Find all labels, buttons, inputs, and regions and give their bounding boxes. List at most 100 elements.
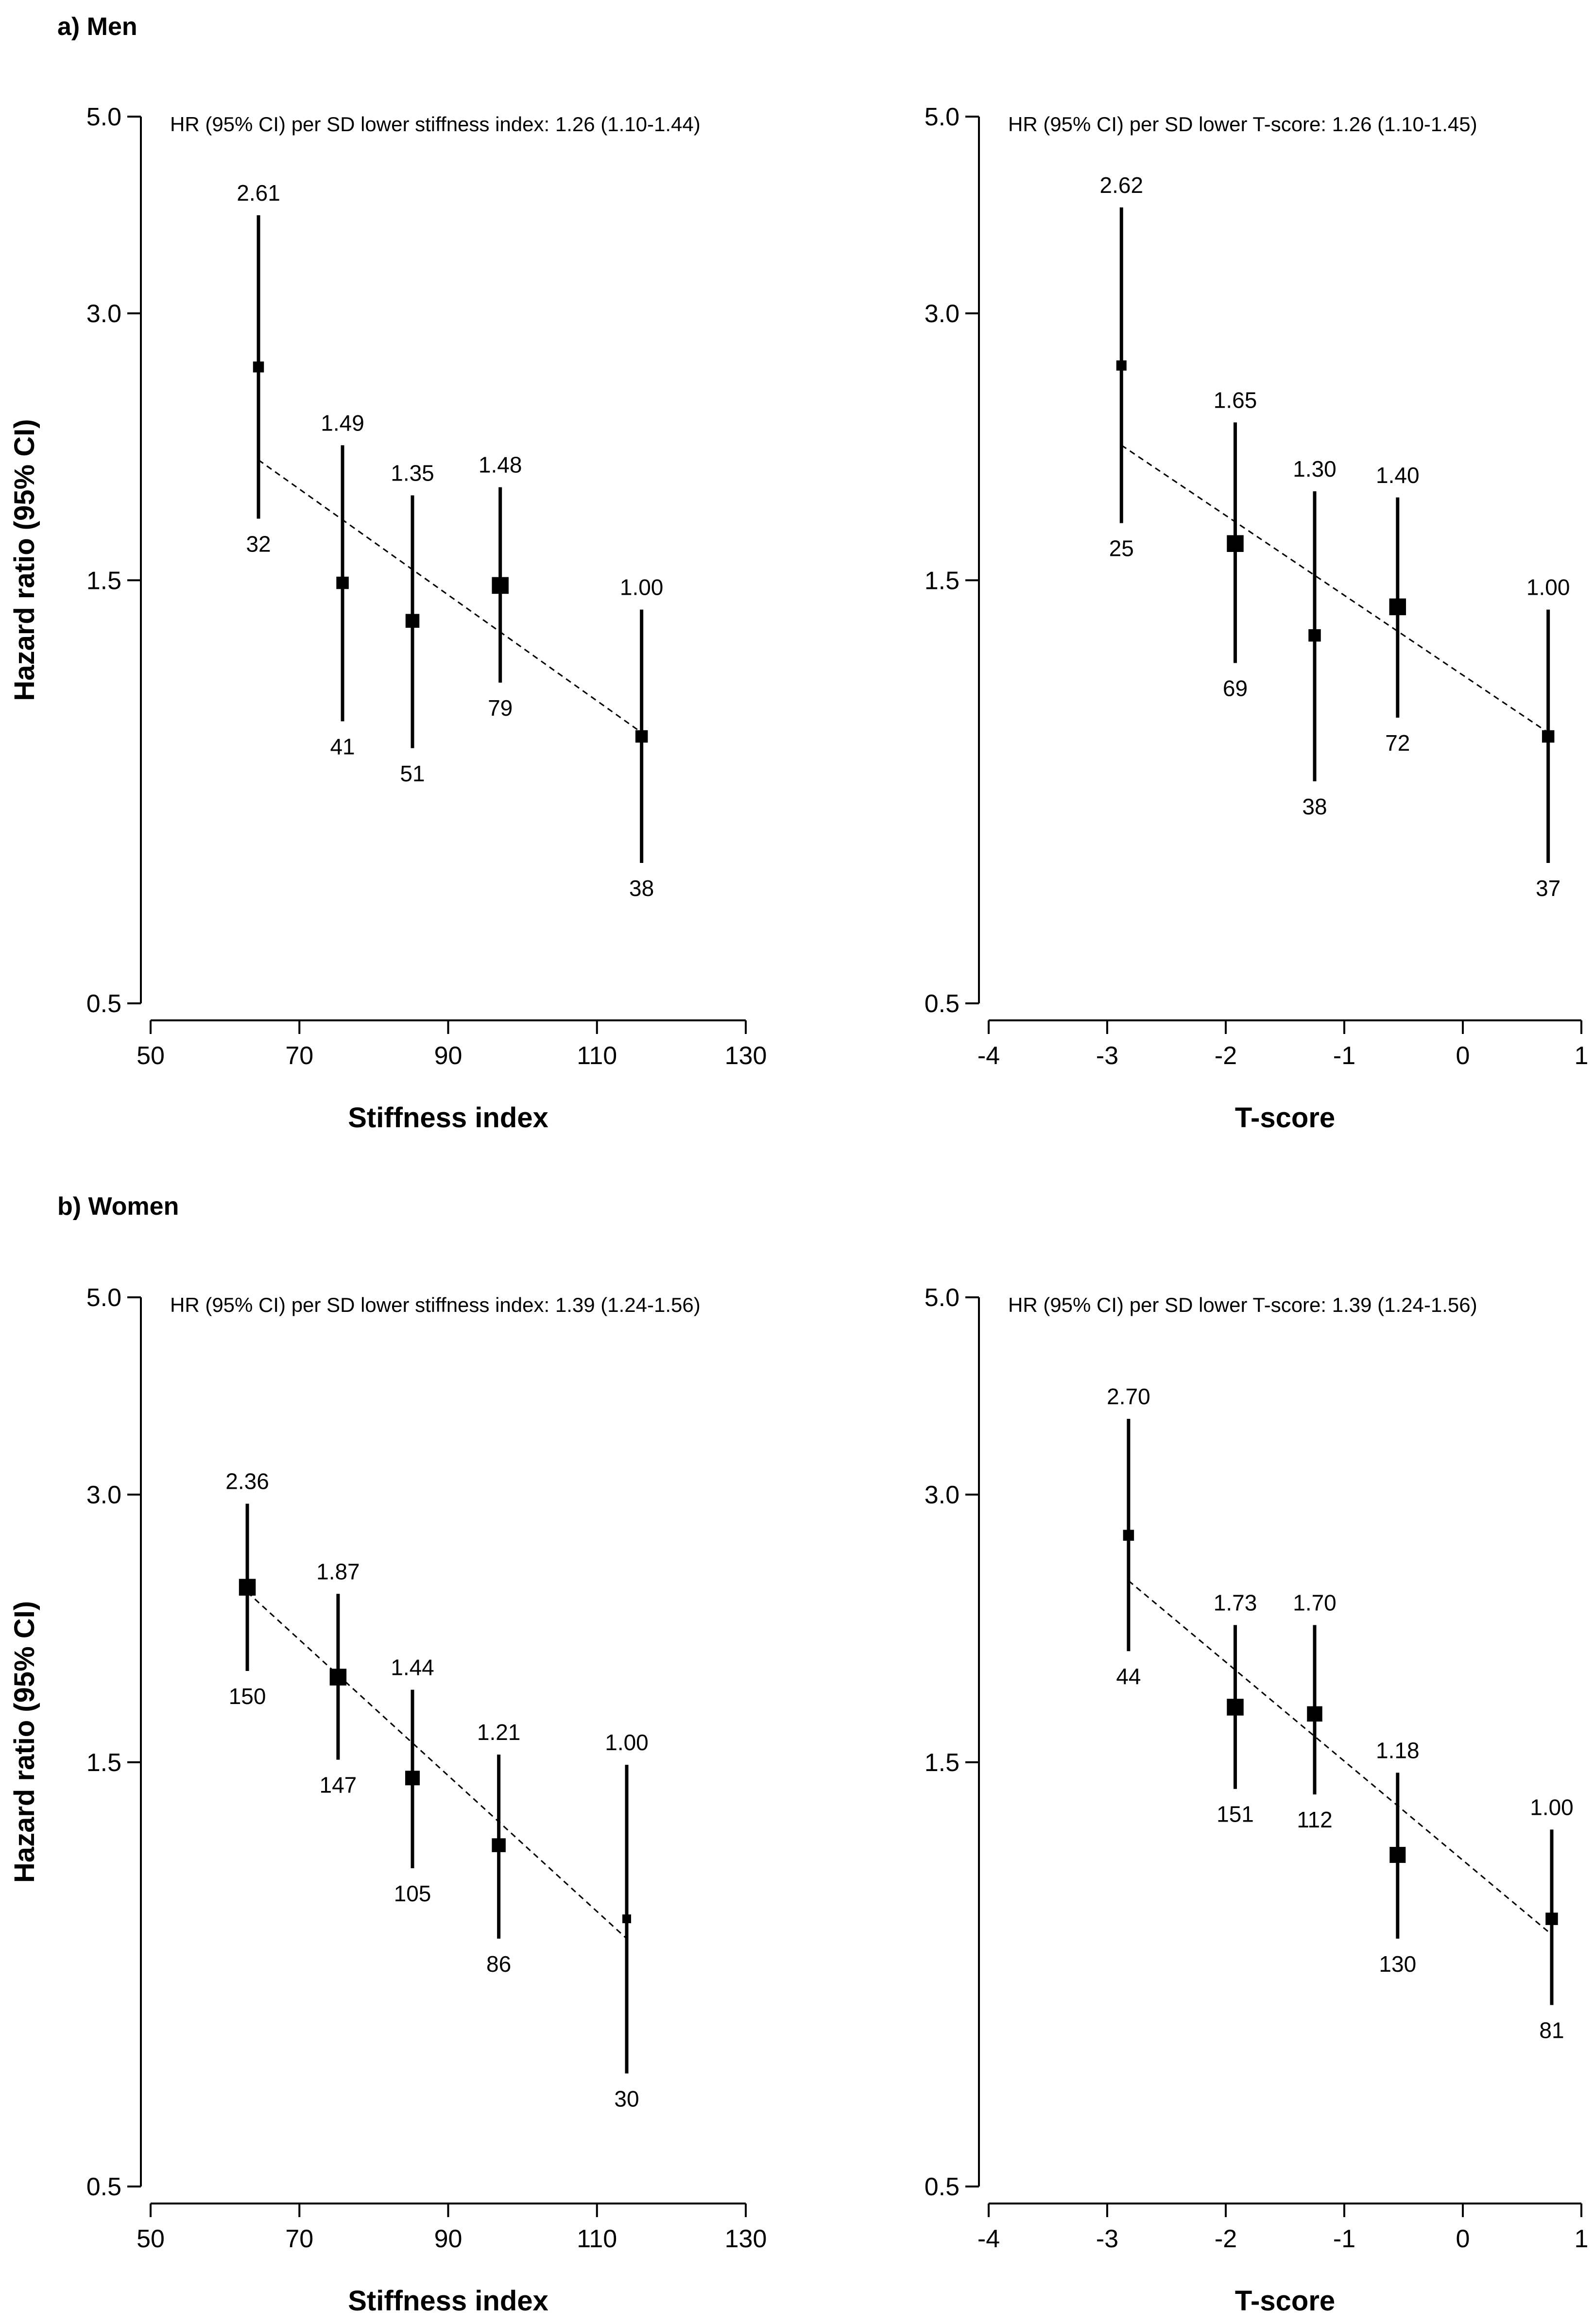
hr-value-label: 1.00 — [620, 575, 664, 600]
hr-value-label: 1.30 — [1293, 456, 1337, 482]
x-tick-label: -4 — [977, 2225, 1000, 2253]
section-label-women: b) Women — [57, 1192, 179, 1221]
y-tick-label: 1.5 — [86, 1749, 121, 1777]
chart-panel-2: 0.5 1.5 3.0 5.0 -4 -3 -2 -1 0 1 HR (95% CI) per SD… — [925, 103, 1589, 1134]
case-count-label: 38 — [1302, 794, 1327, 819]
x-tick-label: -2 — [1215, 1042, 1237, 1070]
case-count-label: 37 — [1536, 876, 1560, 901]
hr-value-label: 1.49 — [321, 410, 364, 435]
y-tick-label: 0.5 — [925, 2173, 960, 2201]
hr-marker — [635, 730, 648, 743]
case-count-label: 25 — [1109, 536, 1134, 561]
hr-marker — [1307, 1706, 1322, 1722]
hr-value-label: 1.40 — [1376, 463, 1420, 488]
x-tick-label: 50 — [137, 1042, 165, 1070]
hr-value-label: 2.62 — [1100, 172, 1144, 198]
y-tick-label: 0.5 — [925, 990, 960, 1018]
trend-line — [258, 459, 642, 733]
y-tick-label: 5.0 — [925, 1284, 960, 1312]
hr-annotation: HR (95% CI) per SD lower stiffness index… — [170, 1293, 701, 1316]
y-tick-label: 0.5 — [86, 2173, 121, 2201]
y-tick-label: 3.0 — [86, 1481, 121, 1509]
hr-marker — [1308, 629, 1321, 642]
x-tick-label: -1 — [1333, 2225, 1355, 2253]
hr-annotation: HR (95% CI) per SD lower T-score: 1.26 (… — [1008, 113, 1477, 136]
x-tick-label: 130 — [725, 1042, 767, 1070]
hr-value-label: 1.73 — [1214, 1590, 1257, 1615]
hr-value-label: 1.70 — [1293, 1590, 1337, 1615]
x-tick-label: 90 — [434, 1042, 463, 1070]
case-count-label: 69 — [1223, 676, 1248, 701]
x-tick-label: 1 — [1575, 2225, 1589, 2253]
x-axis-title: Stiffness index — [348, 2285, 548, 2317]
hr-value-label: 1.44 — [391, 1655, 434, 1680]
y-tick-label: 3.0 — [86, 300, 121, 328]
case-count-label: 105 — [394, 1881, 431, 1906]
x-tick-label: 0 — [1456, 1042, 1470, 1070]
x-tick-label: 70 — [285, 1042, 313, 1070]
x-tick-label: -2 — [1215, 2225, 1237, 2253]
hr-value-label: 1.00 — [1526, 575, 1570, 600]
x-tick-label: 90 — [434, 2225, 463, 2253]
x-axis-title: T-score — [1235, 1102, 1335, 1134]
hr-value-label: 2.36 — [225, 1469, 269, 1494]
y-tick-label: 1.5 — [925, 567, 960, 595]
hr-marker — [492, 1838, 506, 1852]
case-count-label: 112 — [1297, 1807, 1332, 1832]
case-count-label: 38 — [629, 876, 654, 901]
x-axis-title: T-score — [1235, 2285, 1335, 2317]
y-tick-label: 1.5 — [925, 1749, 960, 1777]
hr-marker — [1389, 598, 1406, 616]
case-count-label: 30 — [614, 2086, 639, 2111]
hr-value-label: 2.70 — [1107, 1384, 1150, 1409]
hr-marker — [1123, 1530, 1134, 1541]
trend-line — [1121, 445, 1549, 733]
chart-panel-3: 0.5 1.5 3.0 5.0 50 70 90 110 130 HR (95% CI) per … — [9, 1284, 767, 2317]
case-count-label: 51 — [400, 761, 425, 786]
y-tick-label: 5.0 — [925, 103, 960, 131]
x-tick-label: 70 — [285, 2225, 313, 2253]
y-axis-title: Hazard ratio (95% CI) — [9, 1601, 40, 1883]
hr-marker — [1116, 360, 1127, 371]
case-count-label: 44 — [1116, 1664, 1141, 1689]
y-tick-label: 1.5 — [86, 567, 121, 595]
trend-line — [1128, 1580, 1552, 1935]
y-tick-label: 3.0 — [925, 300, 960, 328]
chart-panel-1: 0.5 1.5 3.0 5.0 50 70 90 110 130 HR (95% CI) per … — [9, 103, 767, 1134]
chart-panel-4: 0.5 1.5 3.0 5.0 -4 -3 -2 -1 0 1 HR (95% CI) per SD… — [925, 1284, 1589, 2317]
hr-marker — [239, 1579, 256, 1596]
hr-marker — [405, 614, 420, 628]
trend-line — [247, 1591, 628, 1939]
x-tick-label: -1 — [1333, 1042, 1355, 1070]
case-count-label: 72 — [1385, 730, 1410, 756]
x-tick-label: 1 — [1575, 1042, 1589, 1070]
case-count-label: 81 — [1539, 2017, 1564, 2043]
hr-value-label: 1.35 — [391, 461, 434, 486]
case-count-label: 147 — [320, 1773, 357, 1798]
y-tick-label: 5.0 — [86, 1284, 121, 1312]
case-count-label: 41 — [330, 734, 355, 759]
hr-annotation: HR (95% CI) per SD lower stiffness index… — [170, 113, 701, 136]
hr-marker — [1545, 1912, 1558, 1925]
y-axis-title: Hazard ratio (95% CI) — [9, 419, 40, 701]
hr-marker — [405, 1771, 420, 1786]
hr-marker — [1542, 730, 1555, 743]
case-count-label: 79 — [488, 695, 513, 721]
x-tick-label: 50 — [137, 2225, 165, 2253]
hr-value-label: 1.21 — [477, 1720, 521, 1745]
y-tick-label: 0.5 — [86, 990, 121, 1018]
hr-marker — [1389, 1847, 1406, 1863]
case-count-label: 150 — [229, 1684, 266, 1709]
x-tick-label: 110 — [577, 1042, 617, 1070]
hr-marker — [329, 1669, 347, 1686]
x-axis-title: Stiffness index — [348, 1102, 548, 1134]
hr-marker — [492, 577, 509, 594]
hr-marker — [336, 576, 349, 589]
hr-value-label: 1.00 — [1530, 1794, 1574, 1820]
hr-value-label: 2.61 — [237, 180, 280, 206]
hr-marker — [1227, 1699, 1244, 1716]
x-tick-label: 0 — [1456, 2225, 1470, 2253]
hr-marker — [1227, 535, 1244, 552]
